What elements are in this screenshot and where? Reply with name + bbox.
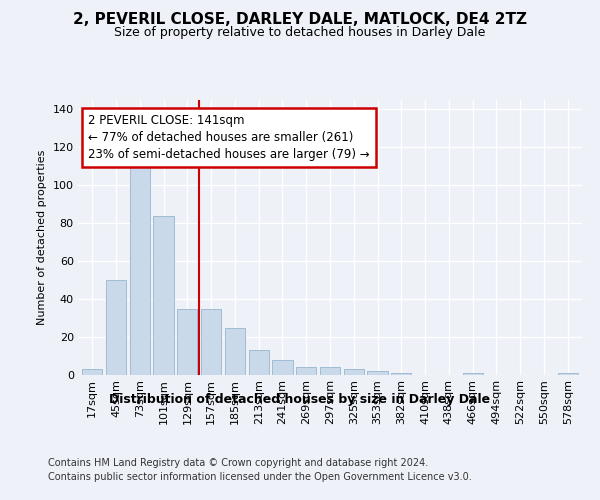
Bar bbox=[463, 373, 483, 375]
Bar bbox=[320, 368, 340, 375]
Bar bbox=[344, 370, 364, 375]
Text: Size of property relative to detached houses in Darley Dale: Size of property relative to detached ho… bbox=[115, 26, 485, 39]
Y-axis label: Number of detached properties: Number of detached properties bbox=[37, 150, 47, 325]
Text: Distribution of detached houses by size in Darley Dale: Distribution of detached houses by size … bbox=[109, 392, 491, 406]
Bar bbox=[391, 373, 412, 375]
Bar bbox=[367, 371, 388, 375]
Text: Contains HM Land Registry data © Crown copyright and database right 2024.: Contains HM Land Registry data © Crown c… bbox=[48, 458, 428, 468]
Bar bbox=[130, 162, 150, 375]
Text: Contains public sector information licensed under the Open Government Licence v3: Contains public sector information licen… bbox=[48, 472, 472, 482]
Bar bbox=[154, 216, 173, 375]
Bar bbox=[82, 370, 103, 375]
Bar bbox=[272, 360, 293, 375]
Bar bbox=[106, 280, 126, 375]
Bar bbox=[201, 308, 221, 375]
Bar bbox=[296, 368, 316, 375]
Bar bbox=[225, 328, 245, 375]
Bar bbox=[177, 308, 197, 375]
Text: 2 PEVERIL CLOSE: 141sqm
← 77% of detached houses are smaller (261)
23% of semi-d: 2 PEVERIL CLOSE: 141sqm ← 77% of detache… bbox=[88, 114, 370, 161]
Text: 2, PEVERIL CLOSE, DARLEY DALE, MATLOCK, DE4 2TZ: 2, PEVERIL CLOSE, DARLEY DALE, MATLOCK, … bbox=[73, 12, 527, 28]
Bar bbox=[248, 350, 269, 375]
Bar bbox=[557, 373, 578, 375]
